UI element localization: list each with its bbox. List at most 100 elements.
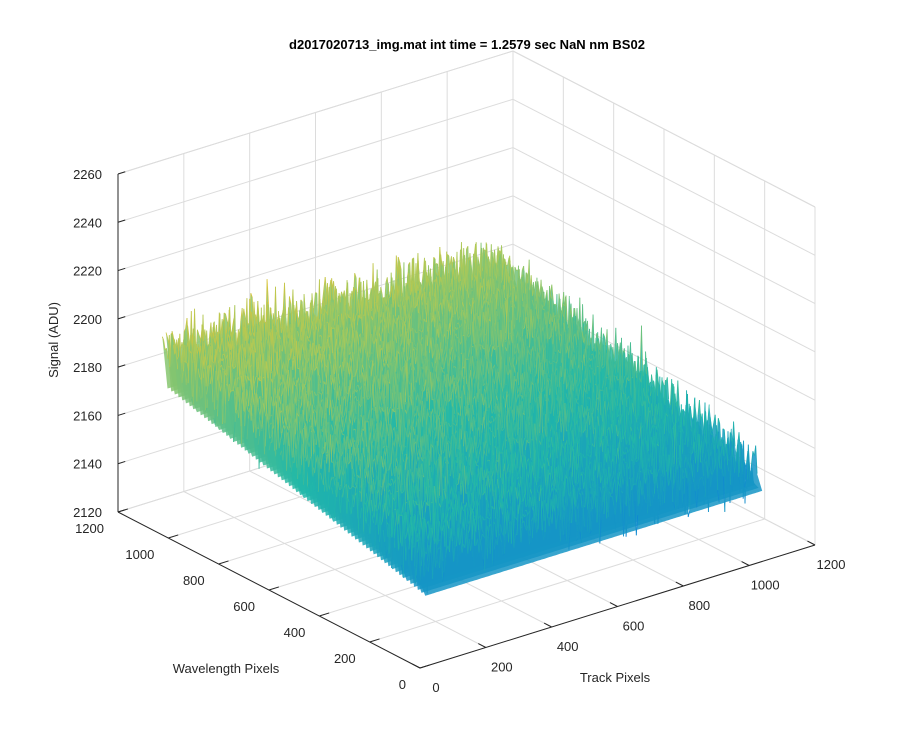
surface-line (207, 343, 210, 347)
side-wall-grid-line (512, 195, 816, 353)
surface-line (284, 282, 287, 318)
surface-line (500, 254, 503, 269)
surface-line (178, 333, 181, 357)
surface-line (181, 371, 184, 384)
surface-line (383, 301, 387, 313)
surface-line (426, 276, 429, 300)
surface-line (208, 332, 211, 344)
surface-line (331, 278, 334, 299)
surface-line (266, 320, 269, 339)
surface-line (500, 264, 503, 278)
surface-line (257, 306, 260, 325)
surface-line (300, 299, 303, 302)
surface-line (385, 295, 389, 305)
surface-line (274, 331, 277, 344)
surface-line (431, 257, 435, 296)
surface-line (273, 346, 276, 354)
surface-line (516, 269, 518, 271)
surface-line (427, 276, 430, 286)
surface-line (486, 256, 489, 279)
surface-line (358, 299, 361, 317)
surface-line (317, 279, 320, 328)
surface-line (452, 267, 455, 281)
surface-line (185, 361, 188, 364)
surface-line (249, 331, 252, 337)
surface-line (386, 277, 390, 295)
surface-line (372, 263, 375, 318)
surface-line (471, 289, 474, 292)
surface-line (176, 339, 179, 348)
surface-line (313, 292, 316, 308)
back-wall-grid-line (117, 147, 514, 272)
surface-line (453, 256, 456, 262)
surface-line (351, 286, 354, 300)
surface-line (221, 338, 225, 352)
surface-line (169, 333, 172, 368)
surface-line (266, 279, 269, 305)
surface-line (265, 279, 268, 332)
surface-line (226, 333, 229, 352)
surface-line (190, 353, 193, 398)
surface-line (467, 272, 471, 291)
surface-line (514, 279, 517, 284)
surface-line (315, 292, 317, 294)
surface-line (227, 333, 230, 339)
surface-layer (161, 242, 763, 596)
box-edge (512, 50, 816, 208)
surface-line (265, 336, 268, 341)
surface-line (319, 279, 322, 332)
surface-line (228, 337, 232, 351)
surface-line (190, 334, 193, 347)
surface-line (255, 314, 258, 325)
surface-line (324, 276, 327, 293)
surface-line (514, 266, 517, 271)
surface-line (241, 344, 244, 351)
surface-line (203, 329, 206, 342)
surface-line (435, 272, 438, 276)
surface-line (201, 324, 204, 342)
surface-line (179, 333, 182, 363)
surface-line (457, 269, 460, 283)
surface-line (489, 244, 492, 277)
surface-line (303, 294, 306, 315)
surface-line (447, 254, 450, 257)
surface-line (204, 329, 207, 342)
surface-line (350, 307, 353, 322)
surface-line (172, 344, 176, 355)
surface-line (180, 362, 183, 379)
surface-line (312, 319, 316, 331)
chart-title: d2017020713_img.mat int time = 1.2579 se… (289, 37, 645, 52)
back-wall-grid-line (117, 98, 514, 223)
surface-line (230, 332, 233, 349)
surface-line (371, 263, 374, 309)
surface-line (466, 258, 469, 291)
surface-line (342, 295, 346, 300)
surface-line (200, 345, 203, 368)
surface-line (440, 254, 443, 266)
surface-line (318, 318, 321, 329)
surface-line (470, 266, 473, 289)
surface-line (397, 256, 400, 262)
surface-line (209, 322, 212, 337)
surface-line (181, 349, 184, 369)
surface-line (175, 350, 178, 370)
surface-line (287, 296, 290, 338)
surface-line (238, 320, 242, 345)
surface-line (279, 335, 282, 340)
surface-line (339, 291, 342, 300)
surface-line (243, 308, 246, 318)
surface-line (279, 318, 282, 333)
floor-grid-line (369, 518, 765, 643)
surface-line (263, 320, 266, 324)
surface-line (244, 327, 247, 341)
surface-line (360, 292, 363, 322)
side-wall-grid-line (512, 98, 816, 256)
surface-line (338, 293, 341, 303)
surface-line (325, 310, 328, 314)
surface-line (485, 242, 488, 259)
surface-line (336, 288, 339, 309)
surface-line (329, 278, 333, 301)
surface-line (253, 301, 256, 322)
